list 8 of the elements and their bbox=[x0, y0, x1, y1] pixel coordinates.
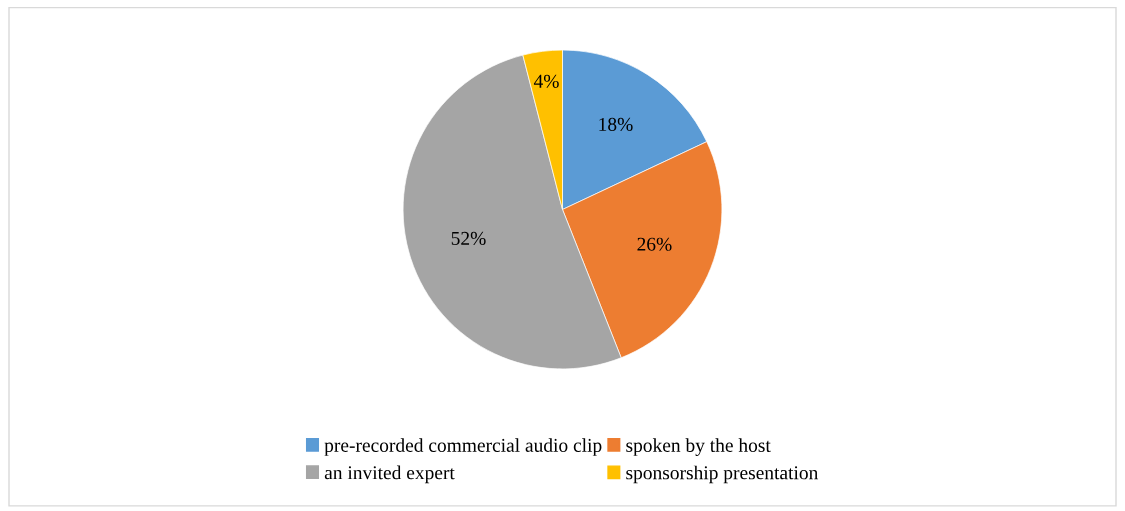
data-label: 4% bbox=[533, 74, 559, 88]
legend-label: an invited expert bbox=[324, 465, 455, 484]
legend-label: sponsorship presentation bbox=[626, 465, 819, 484]
legend-label: pre-recorded commercial audio clip bbox=[324, 438, 602, 456]
legend-label: spoken by the host bbox=[626, 438, 771, 456]
data-label: 18% bbox=[599, 117, 633, 131]
data-label: 26% bbox=[637, 237, 672, 251]
data-label: 52% bbox=[451, 231, 486, 245]
